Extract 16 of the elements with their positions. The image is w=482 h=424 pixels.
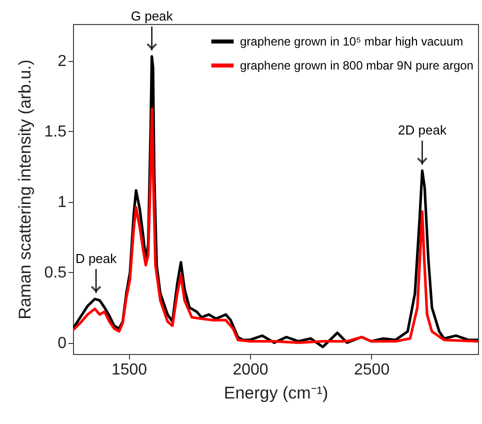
- line-series: [73, 107, 478, 344]
- x-tick-label: 2500: [354, 362, 390, 378]
- y-axis-title: Raman scattering intensity (arb.u.): [15, 60, 34, 320]
- legend-label: graphene grown in 10⁵ mbar high vacuum: [240, 34, 464, 48]
- annotation: 2D peak: [398, 122, 447, 138]
- x-axis-title: Energy (cm⁻¹): [224, 384, 328, 402]
- y-tick-label: 1: [58, 194, 67, 212]
- annotation: G peak: [130, 8, 174, 24]
- legend-label: graphene grown in 800 mbar 9N pure argon: [240, 58, 474, 72]
- annotation: D peak: [75, 251, 118, 266]
- y-tick-label: 0: [58, 335, 67, 352]
- y-tick-label: 2: [58, 53, 67, 70]
- x-tick-label: 2000: [232, 362, 268, 378]
- x-tick-label: 1500: [111, 362, 148, 378]
- y-tick-label: 0.5: [44, 264, 67, 282]
- y-tick-label: 1.5: [44, 124, 67, 141]
